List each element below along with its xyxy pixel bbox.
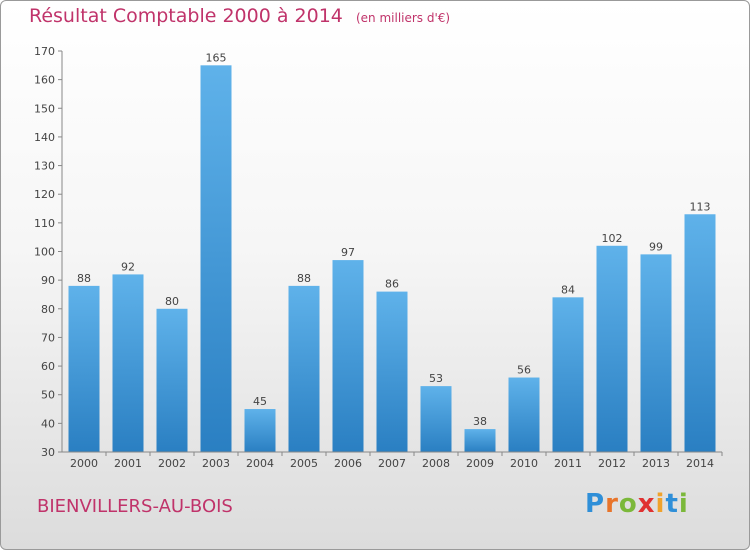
y-tick-label: 50 — [41, 389, 55, 402]
x-tick-label: 2006 — [334, 457, 362, 470]
y-tick-label: 140 — [34, 131, 55, 144]
chart-title-main: Résultat Comptable 2000 à 2014 — [29, 5, 343, 27]
bar-2002 — [156, 308, 188, 452]
x-tick-label: 2000 — [70, 457, 98, 470]
bar-value-label: 56 — [517, 364, 531, 377]
bar-value-label: 38 — [473, 415, 487, 428]
bar-value-label: 113 — [690, 200, 711, 213]
bar-2014 — [684, 214, 716, 452]
bar-2006 — [332, 260, 364, 452]
proxiti-logo: Proxiti — [585, 489, 689, 519]
x-tick-label: 2003 — [202, 457, 230, 470]
bar-value-label: 86 — [385, 278, 399, 291]
bar-2012 — [596, 245, 628, 452]
bar-value-label: 102 — [602, 232, 623, 245]
chart-title: Résultat Comptable 2000 à 2014 (en milli… — [29, 5, 450, 27]
bar-2001 — [112, 274, 144, 452]
bar-2008 — [420, 386, 452, 452]
y-tick-label: 100 — [34, 246, 55, 259]
y-tick-label: 170 — [34, 45, 55, 58]
y-tick-label: 130 — [34, 160, 55, 173]
bar-value-label: 92 — [121, 260, 135, 273]
bar-2000 — [68, 285, 100, 452]
x-tick-label: 2010 — [510, 457, 538, 470]
x-tick-label: 2013 — [642, 457, 670, 470]
bar-value-label: 97 — [341, 246, 355, 259]
bar-2013 — [640, 254, 672, 452]
y-tick-label: 40 — [41, 417, 55, 430]
y-tick-label: 70 — [41, 331, 55, 344]
x-tick-label: 2009 — [466, 457, 494, 470]
bar-2007 — [376, 291, 408, 452]
bar-2005 — [288, 285, 320, 452]
y-tick-label: 90 — [41, 274, 55, 287]
bar-value-label: 88 — [297, 272, 311, 285]
y-tick-label: 60 — [41, 360, 55, 373]
bar-2010 — [508, 377, 540, 452]
y-tick-label: 110 — [34, 217, 55, 230]
x-axis: 2000 2001 2002 2003 2004 2005 2006 2007 2008 2009… — [62, 451, 723, 470]
city-name: BIENVILLERS-AU-BOIS — [37, 496, 233, 517]
x-tick-label: 2001 — [114, 457, 142, 470]
y-tick-label: 150 — [34, 102, 55, 115]
bar-value-label: 99 — [649, 240, 663, 253]
bar-2003 — [200, 65, 232, 453]
bar-value-label: 53 — [429, 372, 443, 385]
x-tick-label: 2014 — [686, 457, 714, 470]
y-axis: 30 40 50 60 70 80 90 100 110 120 130 140 150 160 170 — [34, 45, 63, 459]
bar-2011 — [552, 297, 584, 452]
y-tick-label: 160 — [34, 74, 55, 87]
y-tick-label: 30 — [41, 446, 55, 459]
y-tick-label: 80 — [41, 303, 55, 316]
x-tick-label: 2005 — [290, 457, 318, 470]
bars-group: 88 92 80 165 45 88 97 86 53 38 56 84 102 99 113 — [68, 51, 716, 453]
x-tick-label: 2008 — [422, 457, 450, 470]
bar-value-label: 88 — [77, 272, 91, 285]
bar-value-label: 80 — [165, 295, 179, 308]
bar-2009 — [464, 429, 496, 452]
x-tick-label: 2011 — [554, 457, 582, 470]
bar-value-label: 165 — [206, 51, 227, 64]
x-tick-label: 2004 — [246, 457, 274, 470]
chart-subtitle: (en milliers d'€) — [355, 11, 451, 25]
x-tick-label: 2012 — [598, 457, 626, 470]
bar-2004 — [244, 409, 276, 452]
bar-value-label: 84 — [561, 283, 575, 296]
x-tick-label: 2007 — [378, 457, 406, 470]
y-tick-label: 120 — [34, 188, 55, 201]
x-tick-label: 2002 — [158, 457, 186, 470]
bar-value-label: 45 — [253, 395, 267, 408]
